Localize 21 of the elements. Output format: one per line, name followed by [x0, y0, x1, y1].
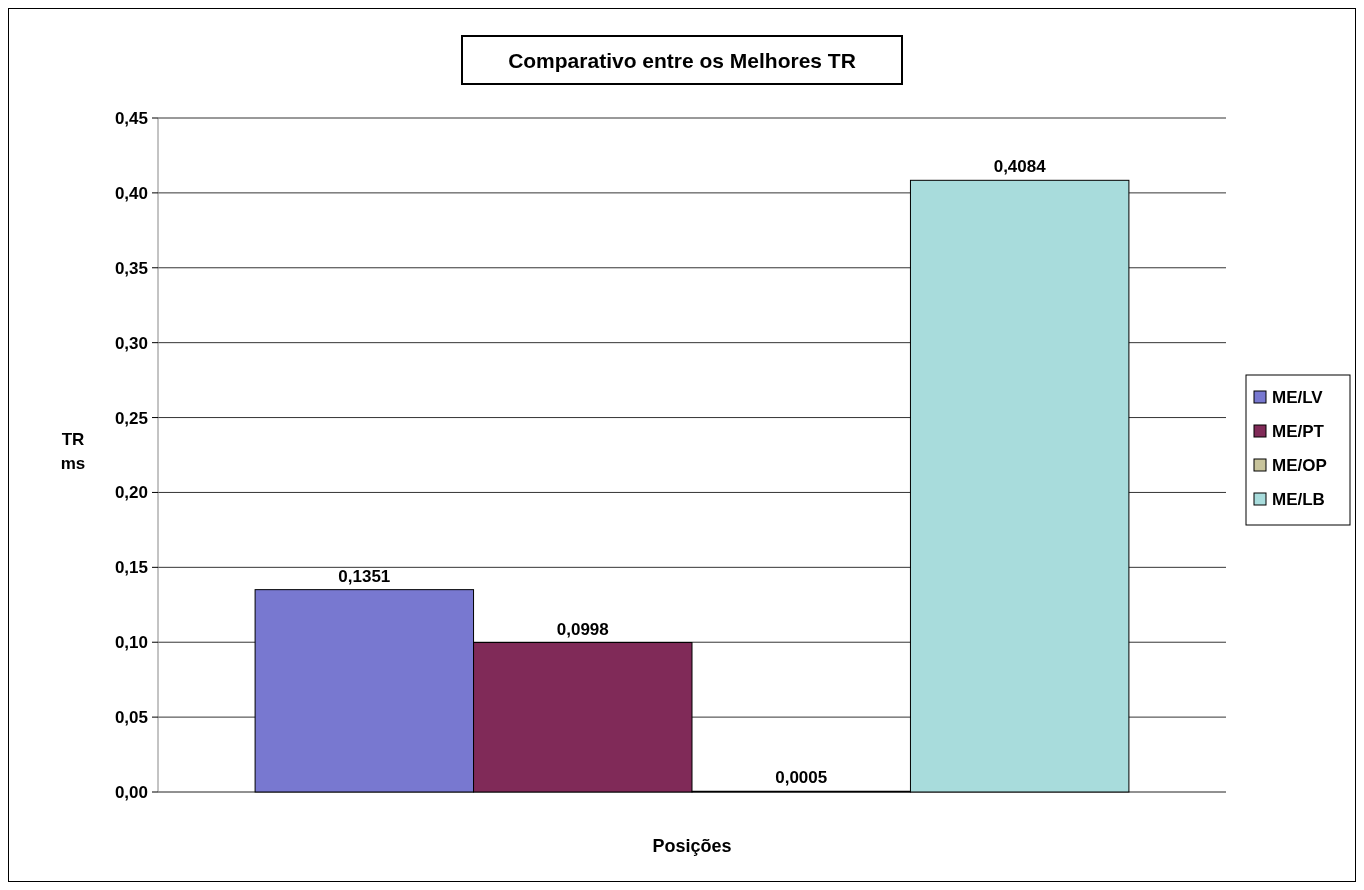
data-label: 0,1351	[338, 566, 391, 586]
y-tick-label: 0,05	[114, 708, 148, 728]
data-label: 0,0998	[556, 619, 609, 639]
legend-label: ME/OP	[1272, 455, 1327, 475]
y-axis-title: TR ms	[60, 430, 86, 473]
y-tick-label: 0,30	[114, 333, 148, 353]
y-tick-label: 0,40	[114, 183, 148, 203]
y-tick-label: 0,15	[114, 558, 148, 578]
chart-title: Comparativo entre os Melhores TR	[508, 49, 856, 72]
legend-label: ME/LB	[1272, 489, 1325, 509]
y-tick-label: 0,35	[114, 258, 148, 278]
y-tick-label: 0,25	[114, 408, 148, 428]
legend-label: ME/LV	[1272, 387, 1324, 407]
y-tick-label: 0,45	[114, 108, 148, 128]
x-axis-title: Posições	[652, 836, 732, 856]
y-tick-label: 0,00	[114, 782, 148, 802]
data-label: 0,4084	[993, 157, 1047, 177]
legend-label: ME/PT	[1272, 421, 1325, 441]
y-tick-label: 0,20	[114, 483, 148, 503]
y-tick-label: 0,10	[114, 633, 148, 653]
data-label: 0,0005	[775, 768, 828, 788]
